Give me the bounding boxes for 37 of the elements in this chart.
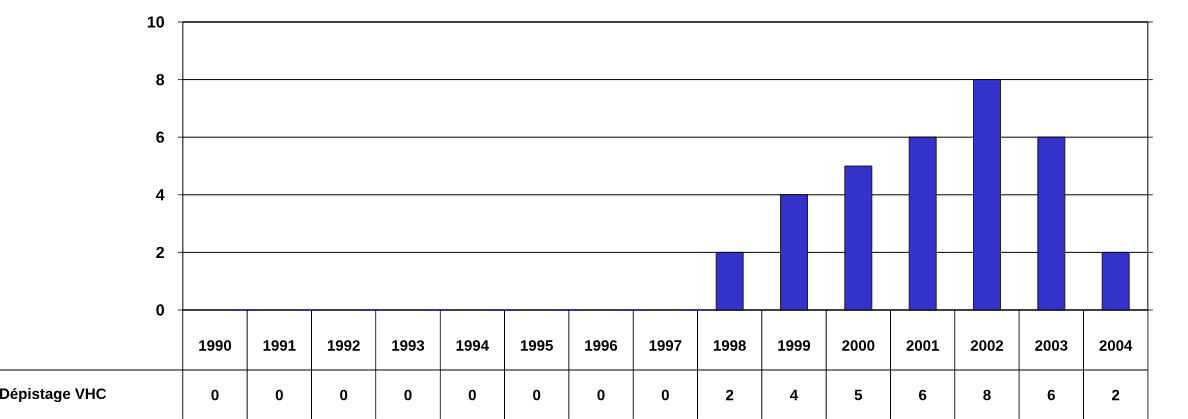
data-label: 8 [983,389,991,401]
x-tick-label: 2003 [1035,340,1068,351]
x-tick-label: 1997 [649,340,682,351]
data-label: 4 [790,389,799,401]
data-label: 0 [275,389,283,401]
data-label: 6 [1047,389,1055,401]
data-label: 5 [854,389,863,401]
x-tick-label: 1996 [585,340,618,351]
data-label: 0 [468,389,476,401]
data-label: 0 [340,389,348,401]
x-tick-label: 1994 [456,340,489,351]
x-tick-label: 1990 [199,340,232,351]
x-tick-label: 1999 [778,340,811,351]
x-tick-label: 1991 [263,340,296,351]
x-tick-label: 1992 [327,340,360,351]
text: Dépistage VHC [0,387,107,403]
y-tick-label: 6 [156,131,165,143]
x-tick-label: 1993 [392,340,425,351]
data-label: 6 [919,389,927,401]
x-tick-label: 2001 [906,340,939,351]
y-tick-label: 8 [156,73,165,86]
y-tick-label: 2 [156,246,164,258]
x-tick-label: 2000 [842,340,875,351]
x-tick-label: 2004 [1099,340,1133,351]
y-tick-label: 4 [155,189,165,201]
data-label: 0 [404,389,412,401]
data-label: 0 [597,389,605,401]
x-tick-label: 1998 [713,340,746,351]
data-label: 0 [211,389,219,401]
y-tick-label: 0 [156,304,164,316]
data-label: 0 [661,389,669,401]
y-tick-label: 10 [147,16,164,28]
data-label: 2 [726,389,734,401]
x-tick-label: 1995 [520,340,553,351]
x-tick-label: 2002 [970,340,1004,351]
data-label: 0 [533,389,541,401]
data-label: 2 [1112,389,1120,401]
